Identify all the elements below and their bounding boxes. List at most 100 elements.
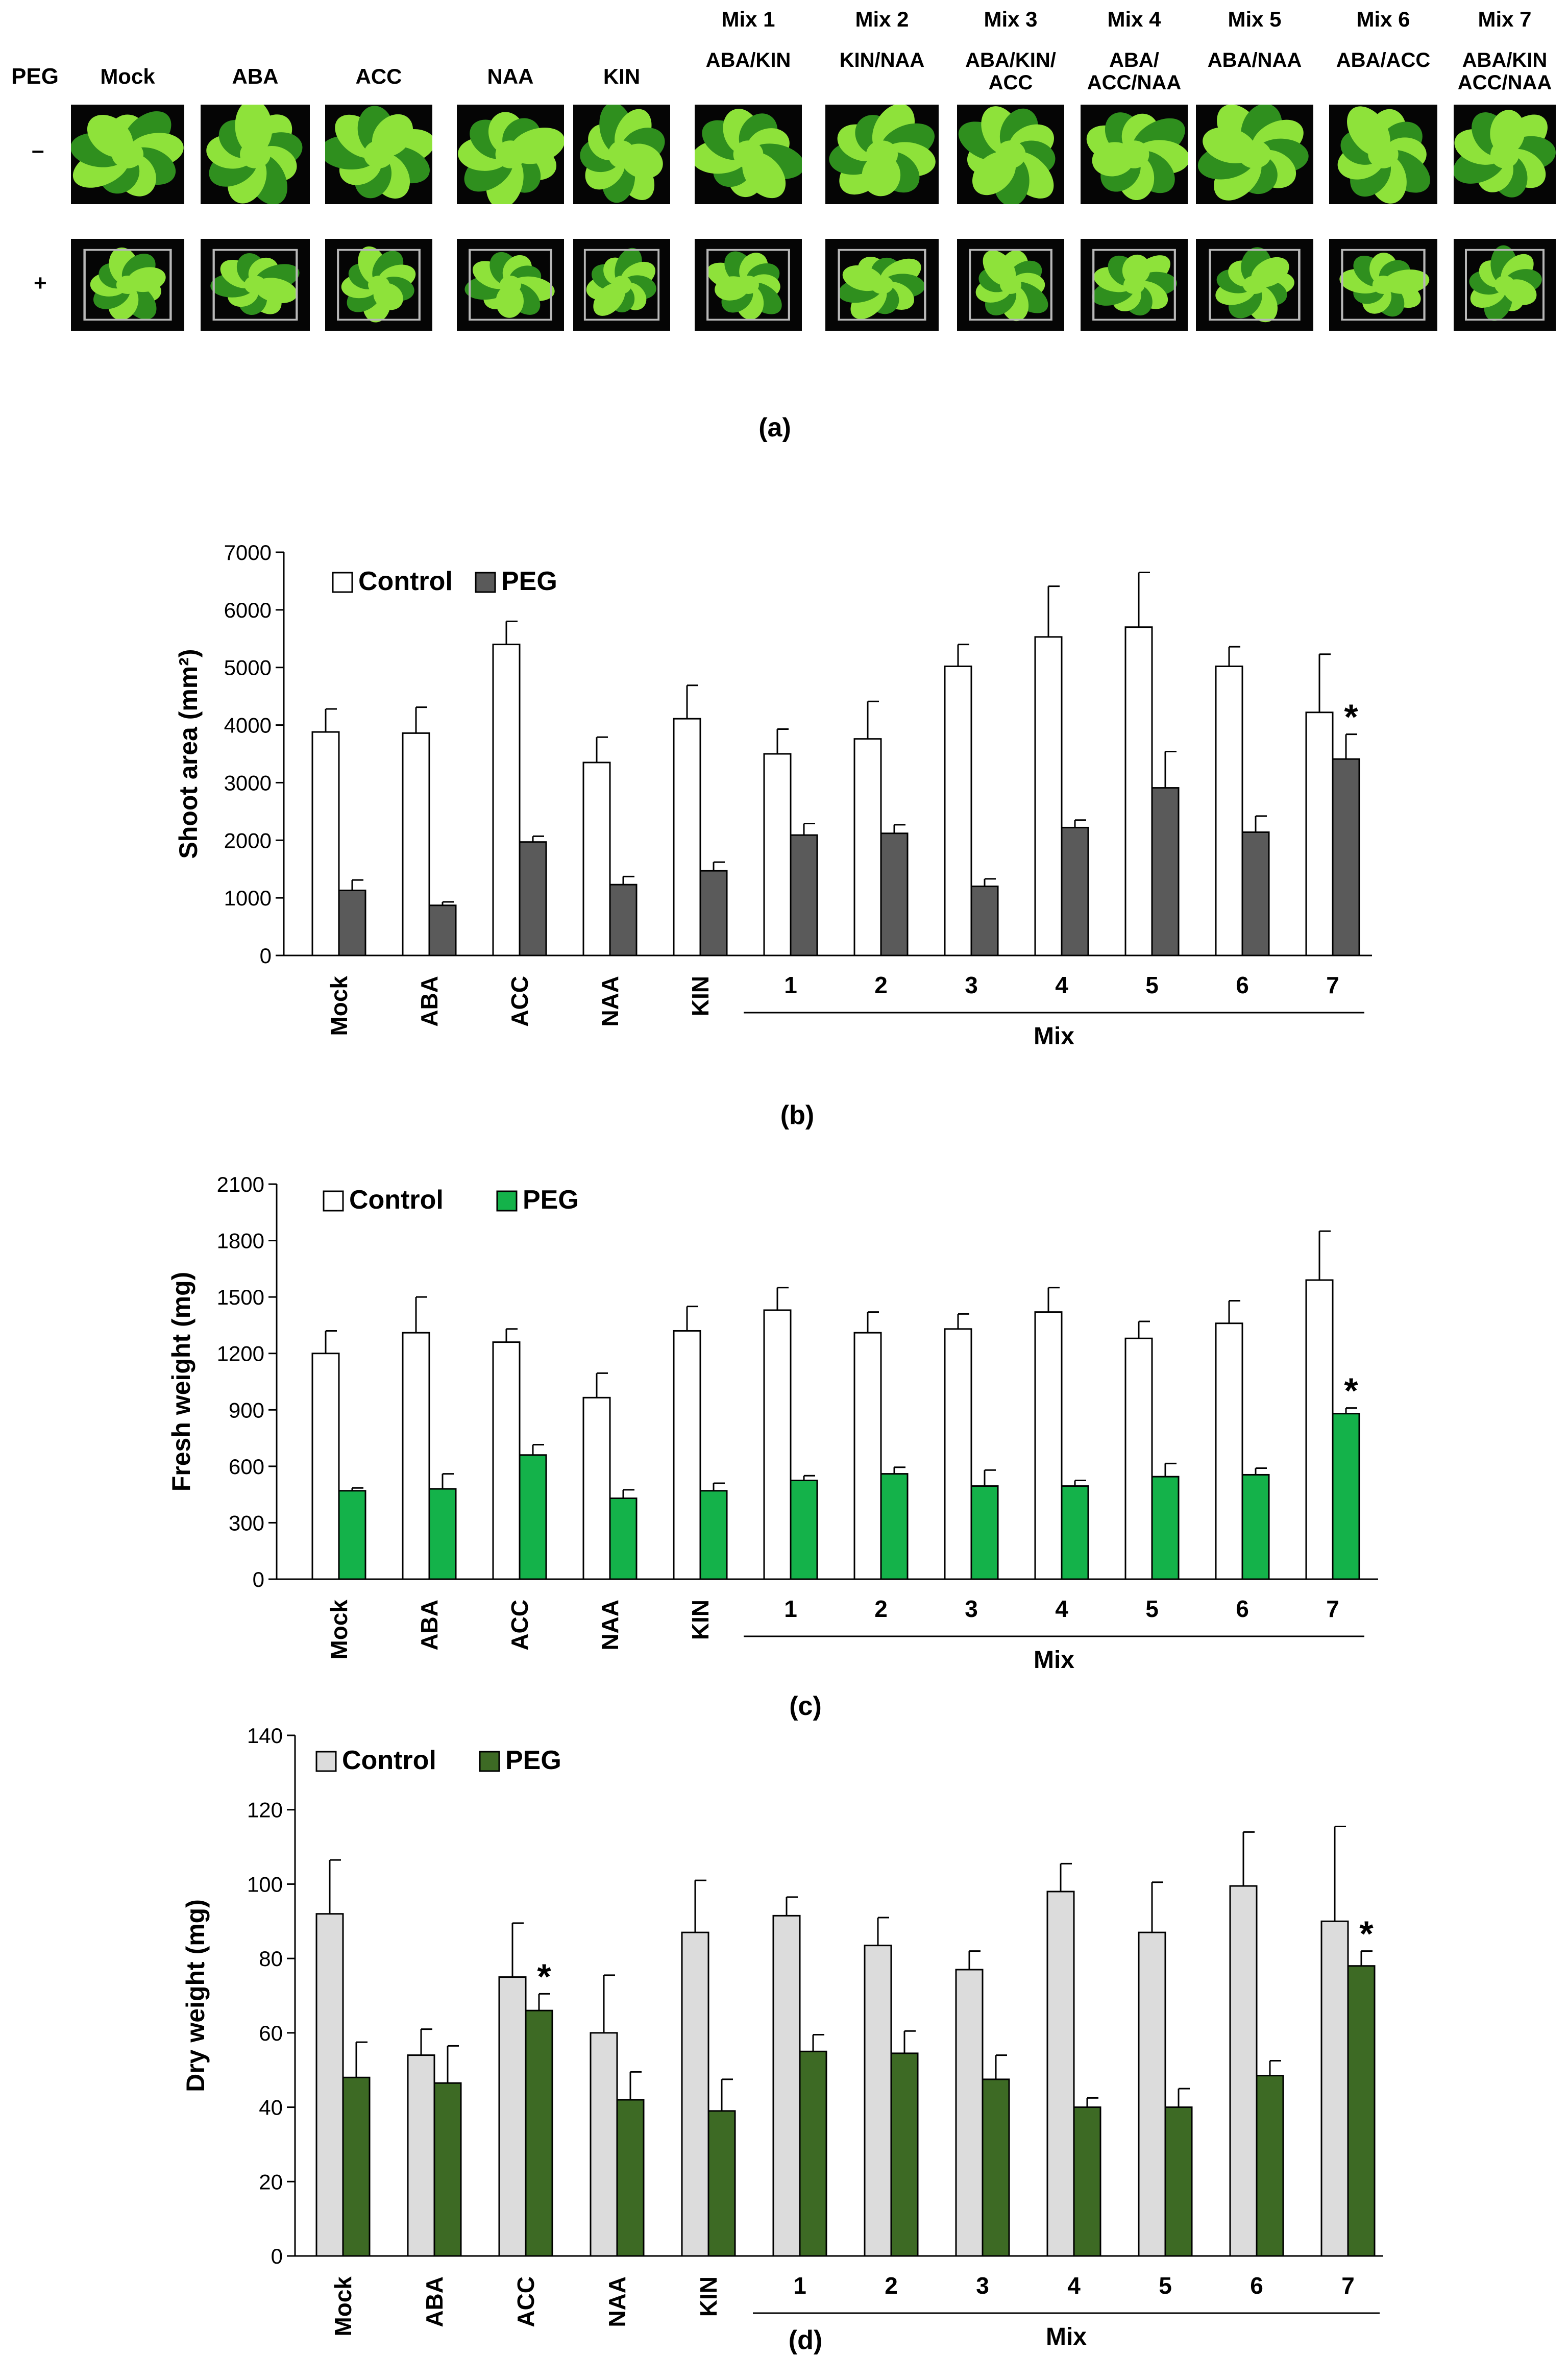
y-tick-label: 600 <box>229 1455 264 1479</box>
bar-peg <box>609 884 638 956</box>
plant-photo-peg <box>957 239 1064 331</box>
x-tick-label: ABA <box>416 1600 443 1651</box>
treatment-top-label: Mix 7 <box>1478 7 1532 31</box>
treatment-label: ACC <box>355 64 402 88</box>
y-tick-label: 0 <box>260 944 272 968</box>
plant-photo-peg <box>325 239 432 331</box>
y-axis-label: Dry weight (mg) <box>181 1899 210 2092</box>
bar-control <box>315 1913 344 2257</box>
bar-control <box>1320 1920 1349 2257</box>
bar-control <box>955 1969 984 2257</box>
plant-photo-peg <box>457 239 564 331</box>
bar-peg <box>1164 2106 1193 2257</box>
y-tick-label: 60 <box>259 2021 283 2045</box>
treatment-top-label: Mix 5 <box>1228 7 1282 31</box>
y-tick-label: 1000 <box>224 886 272 910</box>
chart-dry-weight: 0 20 40 60 80 100 120 140 Dry weight (mg) Mock ABA… <box>181 1725 1383 2355</box>
x-tick-label: 4 <box>1055 1596 1068 1622</box>
bar-control <box>1034 1311 1063 1580</box>
x-tick-label: Mock <box>326 1600 352 1660</box>
y-tick-label: 80 <box>259 1947 283 1971</box>
x-tick-label: 6 <box>1236 1596 1249 1622</box>
chart-fresh-weight: 0 300 600 900 1200 1500 1800 2100 Fresh weight (… <box>167 1172 1378 1721</box>
bar-peg <box>338 889 366 956</box>
plant-photo-control <box>957 105 1064 204</box>
mix-group-label: Mix <box>1046 2323 1087 2350</box>
bar-peg <box>1061 826 1089 956</box>
bar-peg <box>982 2078 1010 2257</box>
bar-peg <box>525 2009 553 2257</box>
panel-caption: (b) <box>780 1100 814 1130</box>
x-tick-label: ACC <box>512 2276 539 2327</box>
y-axis-label: Fresh weight (mg) <box>167 1272 195 1492</box>
plant-photo-peg <box>1081 239 1188 331</box>
bar-peg <box>1073 2106 1101 2257</box>
bar-peg <box>609 1498 638 1580</box>
plant-photo-control <box>71 105 184 204</box>
treatment-top-label: Mix 4 <box>1107 7 1161 31</box>
y-tick-label: 3000 <box>224 771 272 795</box>
legend-swatch-control <box>323 1190 344 1212</box>
bar-control <box>1229 1885 1258 2257</box>
treatment-label: ABA/ACC <box>1336 49 1431 71</box>
treatment-label: NAA <box>487 64 534 88</box>
bar-peg <box>880 1473 909 1580</box>
y-tick-label: 1200 <box>217 1342 264 1366</box>
x-tick-label: 6 <box>1236 972 1249 998</box>
bar-peg <box>1347 1965 1376 2257</box>
x-tick-label: 7 <box>1341 2272 1355 2299</box>
bar-control <box>311 731 340 956</box>
x-tick-label: 3 <box>976 2272 989 2299</box>
bar-peg <box>970 1485 999 1580</box>
bar-control <box>590 2032 618 2257</box>
bar-control <box>311 1353 340 1580</box>
bar-peg <box>1332 758 1360 956</box>
bar-peg <box>799 2050 827 2257</box>
x-tick-label: 6 <box>1250 2272 1263 2299</box>
treatment-label: ABA/KIN/ ACC <box>965 49 1056 94</box>
y-tick-label: 0 <box>253 1567 264 1591</box>
bar-control <box>1305 711 1334 956</box>
treatment-top-label: Mix 3 <box>984 7 1038 31</box>
bar-peg <box>970 886 999 956</box>
legend-label-control: Control <box>358 567 453 596</box>
y-tick-label: 40 <box>259 2096 283 2120</box>
panel-caption: (c) <box>789 1691 822 1721</box>
y-tick-label: 140 <box>247 1725 283 1748</box>
treatment-label: ABA/NAA <box>1207 49 1302 71</box>
legend-label-peg: PEG <box>523 1185 579 1215</box>
y-tick-label: 5000 <box>224 656 272 680</box>
y-tick-label: 900 <box>229 1398 264 1422</box>
bar-peg <box>707 2110 736 2257</box>
x-tick-label: 7 <box>1326 972 1339 998</box>
bar-control <box>853 1332 882 1580</box>
x-tick-label: KIN <box>687 976 714 1016</box>
bar-peg <box>790 1480 818 1580</box>
treatment-label: ABA/KIN <box>705 49 791 71</box>
treatment-top-label: Mix 2 <box>855 7 909 31</box>
plant-photo-control <box>201 105 310 204</box>
bar-peg <box>880 832 909 956</box>
bar-peg <box>790 834 818 956</box>
y-tick-label: 7000 <box>224 541 272 565</box>
bar-control <box>498 1976 527 2257</box>
treatment-label: KIN/NAA <box>839 49 925 71</box>
bar-control <box>402 1332 430 1580</box>
legend-label-peg: PEG <box>505 1746 561 1775</box>
bar-control <box>772 1915 801 2257</box>
bar-peg <box>1241 1474 1270 1580</box>
x-tick-label: ACC <box>506 976 533 1027</box>
bar-peg <box>428 904 457 956</box>
bar-control <box>673 718 701 956</box>
y-tick-label: 1500 <box>217 1285 264 1309</box>
legend-swatch-peg <box>479 1751 500 1772</box>
x-tick-label: NAA <box>597 1600 623 1651</box>
peg-row-header: PEG <box>11 64 59 89</box>
bar-control <box>763 1309 792 1580</box>
bar-control <box>673 1330 701 1580</box>
y-tick-label: 6000 <box>224 598 272 622</box>
panel-caption: (d) <box>789 2325 822 2355</box>
bar-peg <box>1332 1413 1360 1580</box>
plant-photo-control <box>1196 105 1313 204</box>
y-tick-label: 1800 <box>217 1229 264 1253</box>
